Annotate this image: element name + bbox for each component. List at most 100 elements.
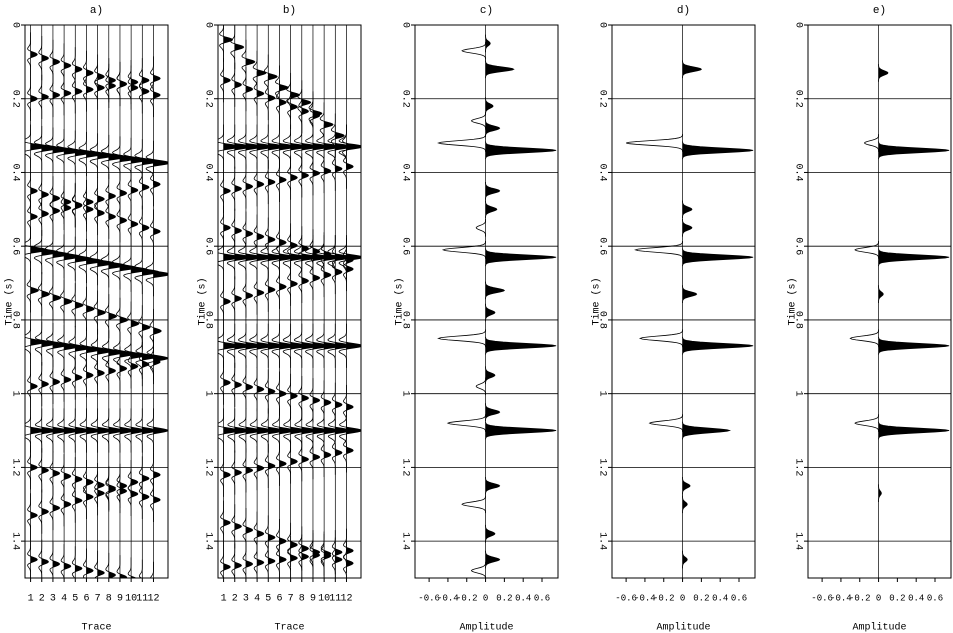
reflector	[231, 208, 242, 253]
wavelet-fill	[257, 511, 264, 556]
event	[878, 484, 882, 503]
reflector	[150, 339, 161, 385]
reflector	[38, 448, 49, 493]
wavelet-fill	[75, 325, 90, 371]
reflector	[138, 58, 150, 103]
wavelet-fill	[290, 522, 298, 567]
x-tick-label: 0	[483, 593, 488, 603]
wavelet-fill	[223, 235, 241, 280]
wavelet-line	[138, 58, 150, 103]
reflector	[298, 89, 309, 134]
y-tick-label: 1	[399, 391, 410, 397]
wavelet-fill	[485, 281, 505, 300]
wavelet-line	[309, 255, 321, 301]
wavelet-line	[298, 89, 309, 134]
wavelet-fill	[485, 476, 500, 495]
reflector	[27, 493, 38, 538]
wavelet-fill	[86, 460, 94, 505]
wavelet-line	[231, 62, 242, 107]
wavelet-line	[231, 450, 242, 495]
reflector	[253, 540, 265, 578]
reflector	[116, 468, 128, 514]
reflector	[105, 467, 116, 512]
wavelet-fill	[30, 32, 38, 77]
event	[461, 495, 486, 514]
reflector	[231, 543, 242, 578]
wavelet-fill	[312, 255, 320, 301]
y-tick-label: 0	[9, 22, 20, 28]
wavelet-line	[242, 541, 254, 578]
traces	[626, 25, 754, 578]
wavelet-line	[276, 80, 287, 125]
wavelet-fill	[234, 276, 242, 321]
wavelet-fill	[52, 232, 70, 277]
wavelet-fill	[346, 144, 354, 189]
wavelet-line	[127, 301, 140, 346]
wavelet-fill	[223, 500, 231, 545]
wavelet-fill	[97, 241, 115, 286]
reflector	[116, 198, 128, 243]
wavelet-line	[849, 329, 879, 348]
wavelet-fill	[108, 134, 126, 180]
wavelet-fill	[346, 238, 354, 283]
wavelet-fill	[234, 323, 252, 368]
reflector	[138, 205, 150, 250]
wavelet-line	[485, 182, 501, 200]
y-tick-label: 0.2	[399, 90, 410, 108]
y-axis-label: Time (s)	[591, 277, 603, 325]
y-tick-label: 1	[202, 391, 213, 397]
wavelet-fill	[324, 323, 341, 368]
event	[470, 561, 486, 578]
y-tick-label: 0.2	[596, 90, 607, 108]
wavelet-line	[231, 276, 242, 321]
reflector	[49, 176, 61, 221]
wavelet-fill	[335, 408, 351, 453]
wavelet-fill	[64, 454, 71, 499]
wavelet-line	[309, 378, 321, 423]
wavelet-line	[138, 456, 150, 501]
wavelet-fill	[223, 452, 231, 497]
wavelet-line	[485, 200, 498, 219]
plot-frame	[24, 24, 169, 579]
wavelet-fill	[335, 537, 343, 578]
x-axis-label: Trace	[274, 623, 304, 633]
reflector	[83, 179, 94, 225]
wavelet-line	[27, 32, 38, 77]
reflector	[49, 188, 61, 233]
reflector	[264, 443, 276, 489]
wavelet-fill	[485, 421, 557, 440]
y-tick-label: 0.8	[9, 311, 20, 329]
reflector	[127, 460, 139, 505]
reflector	[127, 301, 140, 346]
reflector	[276, 220, 287, 265]
wavelet-line	[878, 336, 950, 355]
wavelet-line	[309, 151, 321, 196]
wavelet-fill	[257, 408, 273, 453]
reflector	[242, 273, 254, 318]
y-tick-label: 0	[202, 22, 213, 28]
reflector	[309, 93, 321, 138]
wavelet-fill	[245, 541, 253, 578]
wavelet-fill	[257, 124, 274, 169]
wavelet-fill	[485, 248, 557, 267]
wavelet-fill	[301, 323, 319, 368]
wavelet-fill	[108, 408, 124, 453]
event	[682, 141, 754, 160]
wavelet-line	[298, 375, 309, 421]
wavelet-line	[470, 112, 486, 130]
wavelet-line	[105, 552, 116, 578]
wavelet-fill	[30, 319, 46, 365]
wavelet-fill	[119, 463, 127, 508]
reflector	[138, 342, 150, 387]
reflector	[287, 155, 298, 200]
reflector	[264, 75, 276, 121]
wavelet-line	[94, 462, 105, 508]
wavelet-fill	[312, 323, 330, 368]
wavelet-fill	[279, 441, 287, 486]
wavelet-fill	[86, 50, 94, 96]
reflector	[83, 353, 94, 398]
reflector	[331, 235, 343, 280]
wavelet-fill	[268, 217, 275, 262]
event	[682, 248, 754, 267]
wavelet-line	[220, 452, 231, 497]
